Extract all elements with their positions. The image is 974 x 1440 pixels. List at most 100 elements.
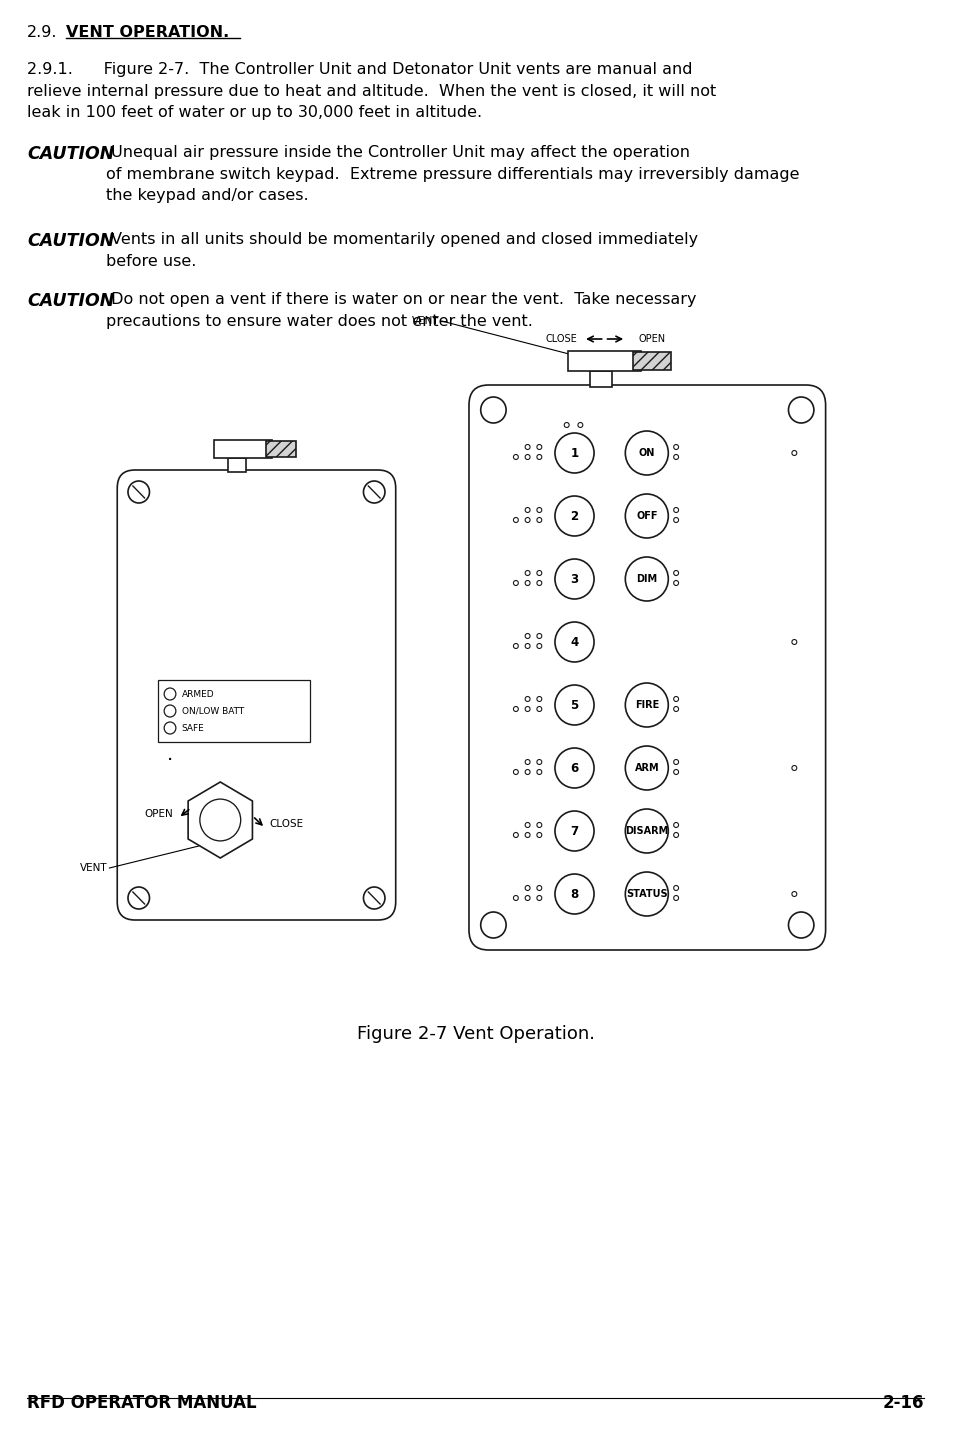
Circle shape [792, 639, 797, 645]
Text: OPEN: OPEN [638, 334, 665, 344]
Bar [159, 680, 310, 742]
Text: CAUTION: CAUTION [27, 145, 115, 163]
Circle shape [555, 433, 594, 472]
Text: 2.9.: 2.9. [27, 24, 57, 40]
Circle shape [525, 644, 530, 648]
Circle shape [525, 886, 530, 890]
Circle shape [525, 580, 530, 586]
Circle shape [481, 912, 506, 937]
Circle shape [537, 517, 542, 523]
Circle shape [555, 811, 594, 851]
Text: Figure 2-7 Vent Operation.: Figure 2-7 Vent Operation. [356, 1025, 595, 1043]
Circle shape [128, 887, 149, 909]
Circle shape [363, 887, 385, 909]
Text: 6: 6 [571, 762, 579, 775]
Bar [633, 351, 670, 370]
Circle shape [513, 896, 518, 900]
Bar [568, 351, 641, 372]
Text: VENT OPERATION.: VENT OPERATION. [66, 24, 230, 40]
Text: OFF: OFF [636, 511, 657, 521]
Circle shape [525, 707, 530, 711]
Circle shape [525, 822, 530, 828]
Circle shape [525, 896, 530, 900]
Text: 2.9.1.      Figure 2-7.  The Controller Unit and Detonator Unit vents are manual: 2.9.1. Figure 2-7. The Controller Unit a… [27, 62, 717, 120]
Text: ON/LOW BATT: ON/LOW BATT [182, 707, 244, 716]
Text: DISARM: DISARM [625, 827, 668, 837]
Text: 8: 8 [571, 887, 579, 900]
Text: 2: 2 [571, 510, 579, 523]
Text: ARM: ARM [634, 763, 659, 773]
Circle shape [555, 495, 594, 536]
Circle shape [674, 697, 679, 701]
Circle shape [625, 557, 668, 600]
Circle shape [513, 832, 518, 838]
Text: RFD OPERATOR MANUAL: RFD OPERATOR MANUAL [27, 1394, 257, 1413]
Text: STATUS: STATUS [626, 888, 667, 899]
Text: Unequal air pressure inside the Controller Unit may affect the operation
of memb: Unequal air pressure inside the Controll… [105, 145, 799, 203]
Text: ON: ON [639, 448, 655, 458]
FancyBboxPatch shape [469, 384, 826, 950]
Text: CAUTION: CAUTION [27, 292, 115, 310]
Circle shape [578, 422, 582, 428]
Text: OPEN: OPEN [144, 809, 173, 819]
Circle shape [128, 481, 149, 503]
Text: Do not open a vent if there is water on or near the vent.  Take necessary
precau: Do not open a vent if there is water on … [105, 292, 696, 328]
Circle shape [525, 507, 530, 513]
Bar [266, 441, 295, 456]
Circle shape [625, 746, 668, 791]
Circle shape [537, 707, 542, 711]
Text: FIRE: FIRE [635, 700, 659, 710]
Circle shape [792, 451, 797, 455]
Circle shape [537, 507, 542, 513]
Circle shape [674, 832, 679, 838]
Circle shape [537, 580, 542, 586]
Circle shape [674, 507, 679, 513]
Circle shape [537, 832, 542, 838]
Bar [228, 458, 245, 472]
Circle shape [555, 559, 594, 599]
Text: 7: 7 [571, 825, 579, 838]
Circle shape [525, 697, 530, 701]
Circle shape [513, 707, 518, 711]
Circle shape [537, 886, 542, 890]
Circle shape [525, 769, 530, 775]
Circle shape [625, 494, 668, 539]
Circle shape [625, 873, 668, 916]
Text: 3: 3 [571, 573, 579, 586]
Circle shape [165, 688, 176, 700]
Circle shape [537, 644, 542, 648]
Circle shape [165, 721, 176, 734]
Circle shape [625, 809, 668, 852]
Circle shape [674, 769, 679, 775]
Circle shape [525, 634, 530, 638]
Circle shape [537, 570, 542, 576]
Text: .: . [167, 744, 173, 763]
Circle shape [674, 759, 679, 765]
Circle shape [481, 397, 506, 423]
Circle shape [513, 769, 518, 775]
Text: ARMED: ARMED [182, 690, 214, 698]
Circle shape [513, 644, 518, 648]
Bar [213, 441, 272, 458]
Circle shape [537, 445, 542, 449]
Circle shape [537, 697, 542, 701]
Text: CAUTION: CAUTION [27, 232, 115, 251]
Circle shape [674, 517, 679, 523]
Text: Vents in all units should be momentarily opened and closed immediately
before us: Vents in all units should be momentarily… [105, 232, 697, 269]
Text: 4: 4 [571, 635, 579, 648]
Circle shape [555, 874, 594, 914]
Circle shape [789, 912, 814, 937]
Circle shape [513, 580, 518, 586]
Circle shape [537, 759, 542, 765]
Circle shape [674, 455, 679, 459]
Circle shape [525, 445, 530, 449]
Circle shape [674, 580, 679, 586]
Circle shape [789, 397, 814, 423]
Circle shape [674, 445, 679, 449]
Circle shape [165, 706, 176, 717]
Circle shape [674, 707, 679, 711]
Circle shape [525, 759, 530, 765]
Circle shape [363, 481, 385, 503]
Circle shape [792, 891, 797, 897]
Circle shape [625, 431, 668, 475]
